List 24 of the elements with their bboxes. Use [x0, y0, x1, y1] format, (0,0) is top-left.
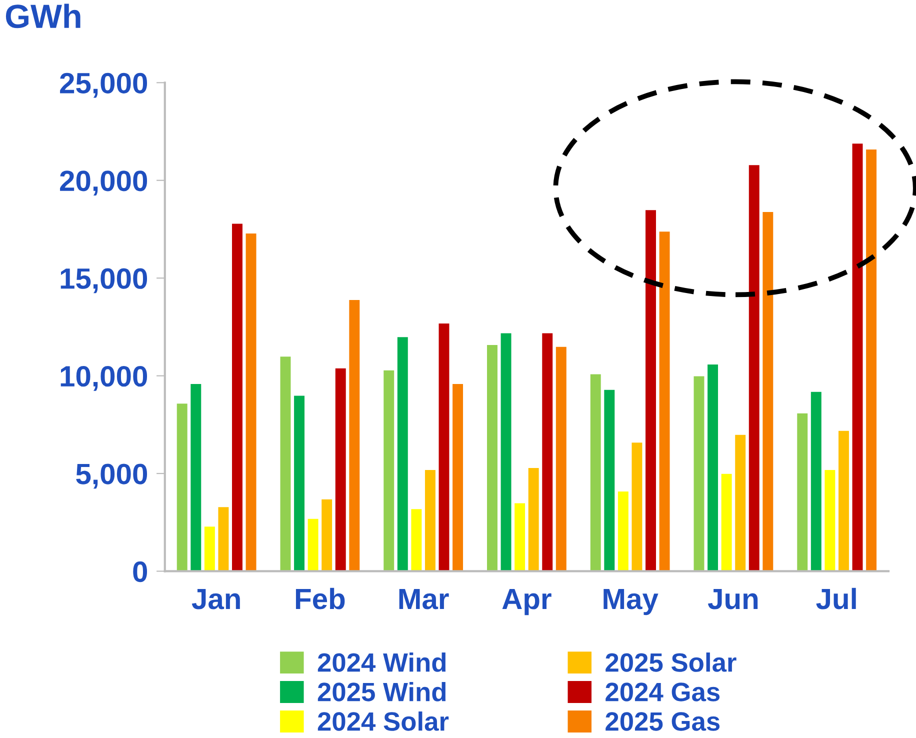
legend-label: 2024 Solar: [318, 711, 449, 731]
x-tick-label: Apr: [502, 588, 552, 616]
y-tick-label: 0: [133, 561, 148, 582]
legend-label: 2024 Gas: [606, 682, 720, 702]
y-tick-label: 25,000: [60, 72, 148, 98]
x-tick-label: Jun: [708, 588, 758, 610]
y-tick-label: 10,000: [60, 366, 148, 391]
x-tick-label: Jan: [192, 588, 240, 610]
x-tick-label: Feb: [296, 588, 345, 610]
y-axis-title: GWh: [6, 4, 80, 28]
legend-label: 2025 Solar: [606, 652, 736, 672]
y-tick-label: 5,000: [76, 464, 148, 489]
x-tick-label: Jul: [816, 588, 856, 610]
y-tick-label: 20,000: [60, 170, 148, 196]
legend-label: 2025 Wind: [318, 682, 446, 702]
x-tick-label: Mar: [399, 588, 449, 610]
y-tick-label: 15,000: [60, 268, 148, 294]
x-tick-label: May: [604, 588, 658, 616]
bar: [348, 299, 360, 572]
bar: [176, 402, 188, 572]
bar: [762, 211, 774, 572]
bar: [590, 373, 602, 572]
legend-label: 2024 Wind: [318, 652, 446, 672]
legend-label: 2025 Gas: [606, 712, 720, 731]
